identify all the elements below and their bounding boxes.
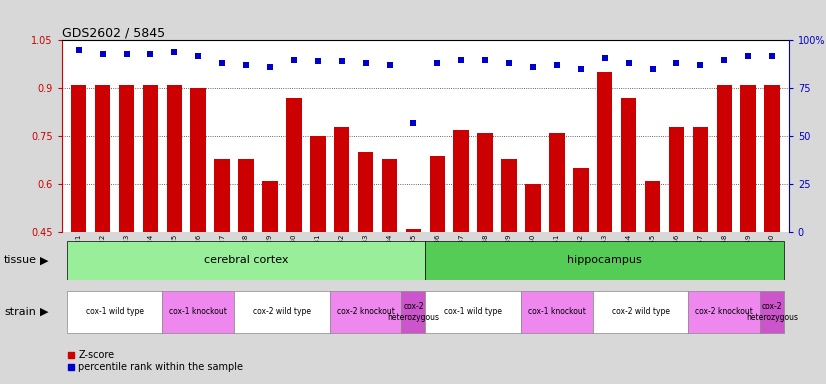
Bar bbox=[215, 159, 230, 376]
Bar bbox=[501, 159, 517, 376]
Text: cox-2 wild type: cox-2 wild type bbox=[611, 308, 670, 316]
Point bbox=[96, 51, 109, 57]
Bar bbox=[621, 98, 636, 376]
Point bbox=[694, 62, 707, 68]
Point bbox=[192, 53, 205, 59]
Point bbox=[622, 60, 635, 66]
Text: cox-2
heterozygous: cox-2 heterozygous bbox=[387, 302, 439, 322]
Point bbox=[311, 58, 325, 65]
Bar bbox=[191, 88, 206, 376]
Point bbox=[502, 60, 515, 66]
Point bbox=[383, 62, 396, 68]
Point bbox=[263, 64, 277, 70]
Bar bbox=[692, 127, 708, 376]
Bar bbox=[143, 85, 159, 376]
Point bbox=[359, 60, 373, 66]
Bar bbox=[286, 98, 301, 376]
Point bbox=[72, 47, 85, 53]
Point bbox=[742, 53, 755, 59]
Bar bbox=[477, 133, 493, 376]
Bar bbox=[425, 241, 784, 280]
Text: cox-1 knockout: cox-1 knockout bbox=[169, 308, 227, 316]
Point bbox=[144, 51, 157, 57]
Bar bbox=[238, 159, 254, 376]
Bar bbox=[425, 291, 521, 333]
Bar bbox=[234, 291, 330, 333]
Text: cox-1 knockout: cox-1 knockout bbox=[528, 308, 586, 316]
Bar bbox=[401, 291, 425, 333]
Bar bbox=[764, 85, 780, 376]
Text: cox-1 wild type: cox-1 wild type bbox=[86, 308, 144, 316]
Bar bbox=[760, 291, 784, 333]
Bar bbox=[453, 130, 469, 376]
Point bbox=[478, 56, 491, 63]
Point bbox=[646, 66, 659, 72]
Point bbox=[430, 60, 444, 66]
Bar bbox=[549, 133, 565, 376]
Point bbox=[766, 53, 779, 59]
Bar bbox=[525, 184, 541, 376]
Text: hippocampus: hippocampus bbox=[567, 255, 642, 265]
Bar bbox=[645, 181, 660, 376]
Point bbox=[407, 120, 420, 126]
Bar bbox=[119, 85, 135, 376]
Bar bbox=[406, 229, 421, 376]
Bar bbox=[593, 291, 688, 333]
Bar bbox=[597, 72, 613, 376]
Legend: Z-score, percentile rank within the sample: Z-score, percentile rank within the samp… bbox=[67, 350, 244, 372]
Text: tissue: tissue bbox=[4, 255, 37, 265]
Point bbox=[168, 49, 181, 55]
Bar bbox=[688, 291, 760, 333]
Point bbox=[287, 56, 301, 63]
Bar bbox=[67, 291, 163, 333]
Bar bbox=[382, 159, 397, 376]
Text: cerebral cortex: cerebral cortex bbox=[204, 255, 288, 265]
Point bbox=[598, 55, 611, 61]
Bar bbox=[167, 85, 182, 376]
Bar bbox=[358, 152, 373, 376]
Text: strain: strain bbox=[4, 307, 36, 317]
Point bbox=[216, 60, 229, 66]
Point bbox=[335, 58, 349, 65]
Bar bbox=[163, 291, 234, 333]
Bar bbox=[430, 156, 445, 376]
Bar bbox=[740, 85, 756, 376]
Text: cox-2 knockout: cox-2 knockout bbox=[337, 308, 395, 316]
Bar bbox=[573, 168, 589, 376]
Point bbox=[550, 62, 563, 68]
Bar bbox=[262, 181, 278, 376]
Bar bbox=[521, 291, 593, 333]
Point bbox=[718, 56, 731, 63]
Bar bbox=[67, 241, 425, 280]
Text: ▶: ▶ bbox=[40, 255, 48, 265]
Text: ▶: ▶ bbox=[40, 307, 48, 317]
Bar bbox=[95, 85, 111, 376]
Text: cox-2
heterozygous: cox-2 heterozygous bbox=[746, 302, 798, 322]
Bar bbox=[334, 127, 349, 376]
Point bbox=[526, 64, 539, 70]
Point bbox=[240, 62, 253, 68]
Point bbox=[574, 66, 587, 72]
Bar bbox=[71, 85, 87, 376]
Bar bbox=[716, 85, 732, 376]
Text: GDS2602 / 5845: GDS2602 / 5845 bbox=[62, 27, 165, 40]
Text: cox-2 knockout: cox-2 knockout bbox=[695, 308, 753, 316]
Point bbox=[454, 56, 468, 63]
Text: cox-1 wild type: cox-1 wild type bbox=[444, 308, 502, 316]
Bar bbox=[330, 291, 401, 333]
Text: cox-2 wild type: cox-2 wild type bbox=[253, 308, 311, 316]
Bar bbox=[310, 136, 325, 376]
Point bbox=[670, 60, 683, 66]
Bar bbox=[669, 127, 684, 376]
Point bbox=[120, 51, 133, 57]
